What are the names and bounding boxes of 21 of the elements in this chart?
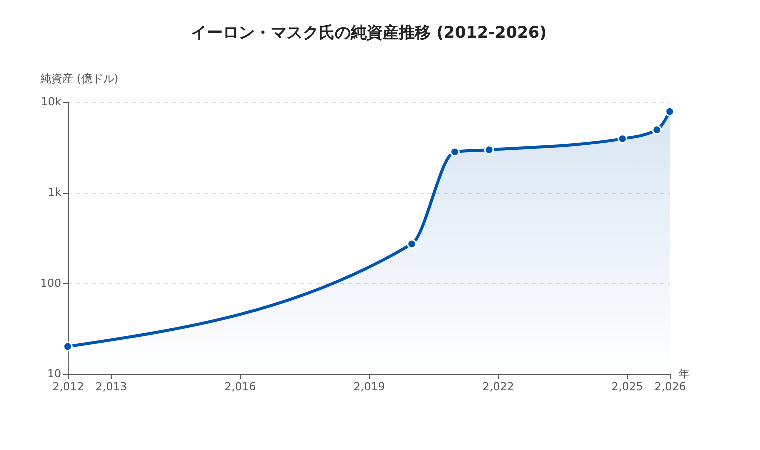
- x-tick-label: 2,012: [52, 380, 84, 394]
- y-tick-label: 1k: [48, 186, 62, 200]
- y-axis-title: 純資産 (億ドル): [40, 72, 119, 86]
- y-tick-label: 10k: [41, 96, 62, 108]
- point: [407, 239, 417, 250]
- x-tick-label: 2,022: [482, 380, 514, 394]
- y-tick-label: 10: [48, 368, 62, 380]
- x-tick-label: 2,013: [96, 380, 128, 394]
- x-tick-label: 2,025: [612, 380, 644, 394]
- point: [652, 125, 662, 136]
- point: [618, 134, 628, 144]
- chart-title: イーロン・マスク氏の純資産推移 (2012-2026): [191, 23, 547, 42]
- x-axis-title: 年: [679, 368, 690, 380]
- x-tick-label: 2,016: [224, 380, 256, 394]
- point: [665, 106, 675, 117]
- point: [63, 342, 73, 352]
- y-tick-label: 100: [40, 276, 62, 290]
- x-tick-label: 2,019: [354, 380, 386, 394]
- point: [450, 147, 460, 158]
- point: [484, 145, 494, 155]
- x-tick-label: 2,026: [654, 380, 686, 394]
